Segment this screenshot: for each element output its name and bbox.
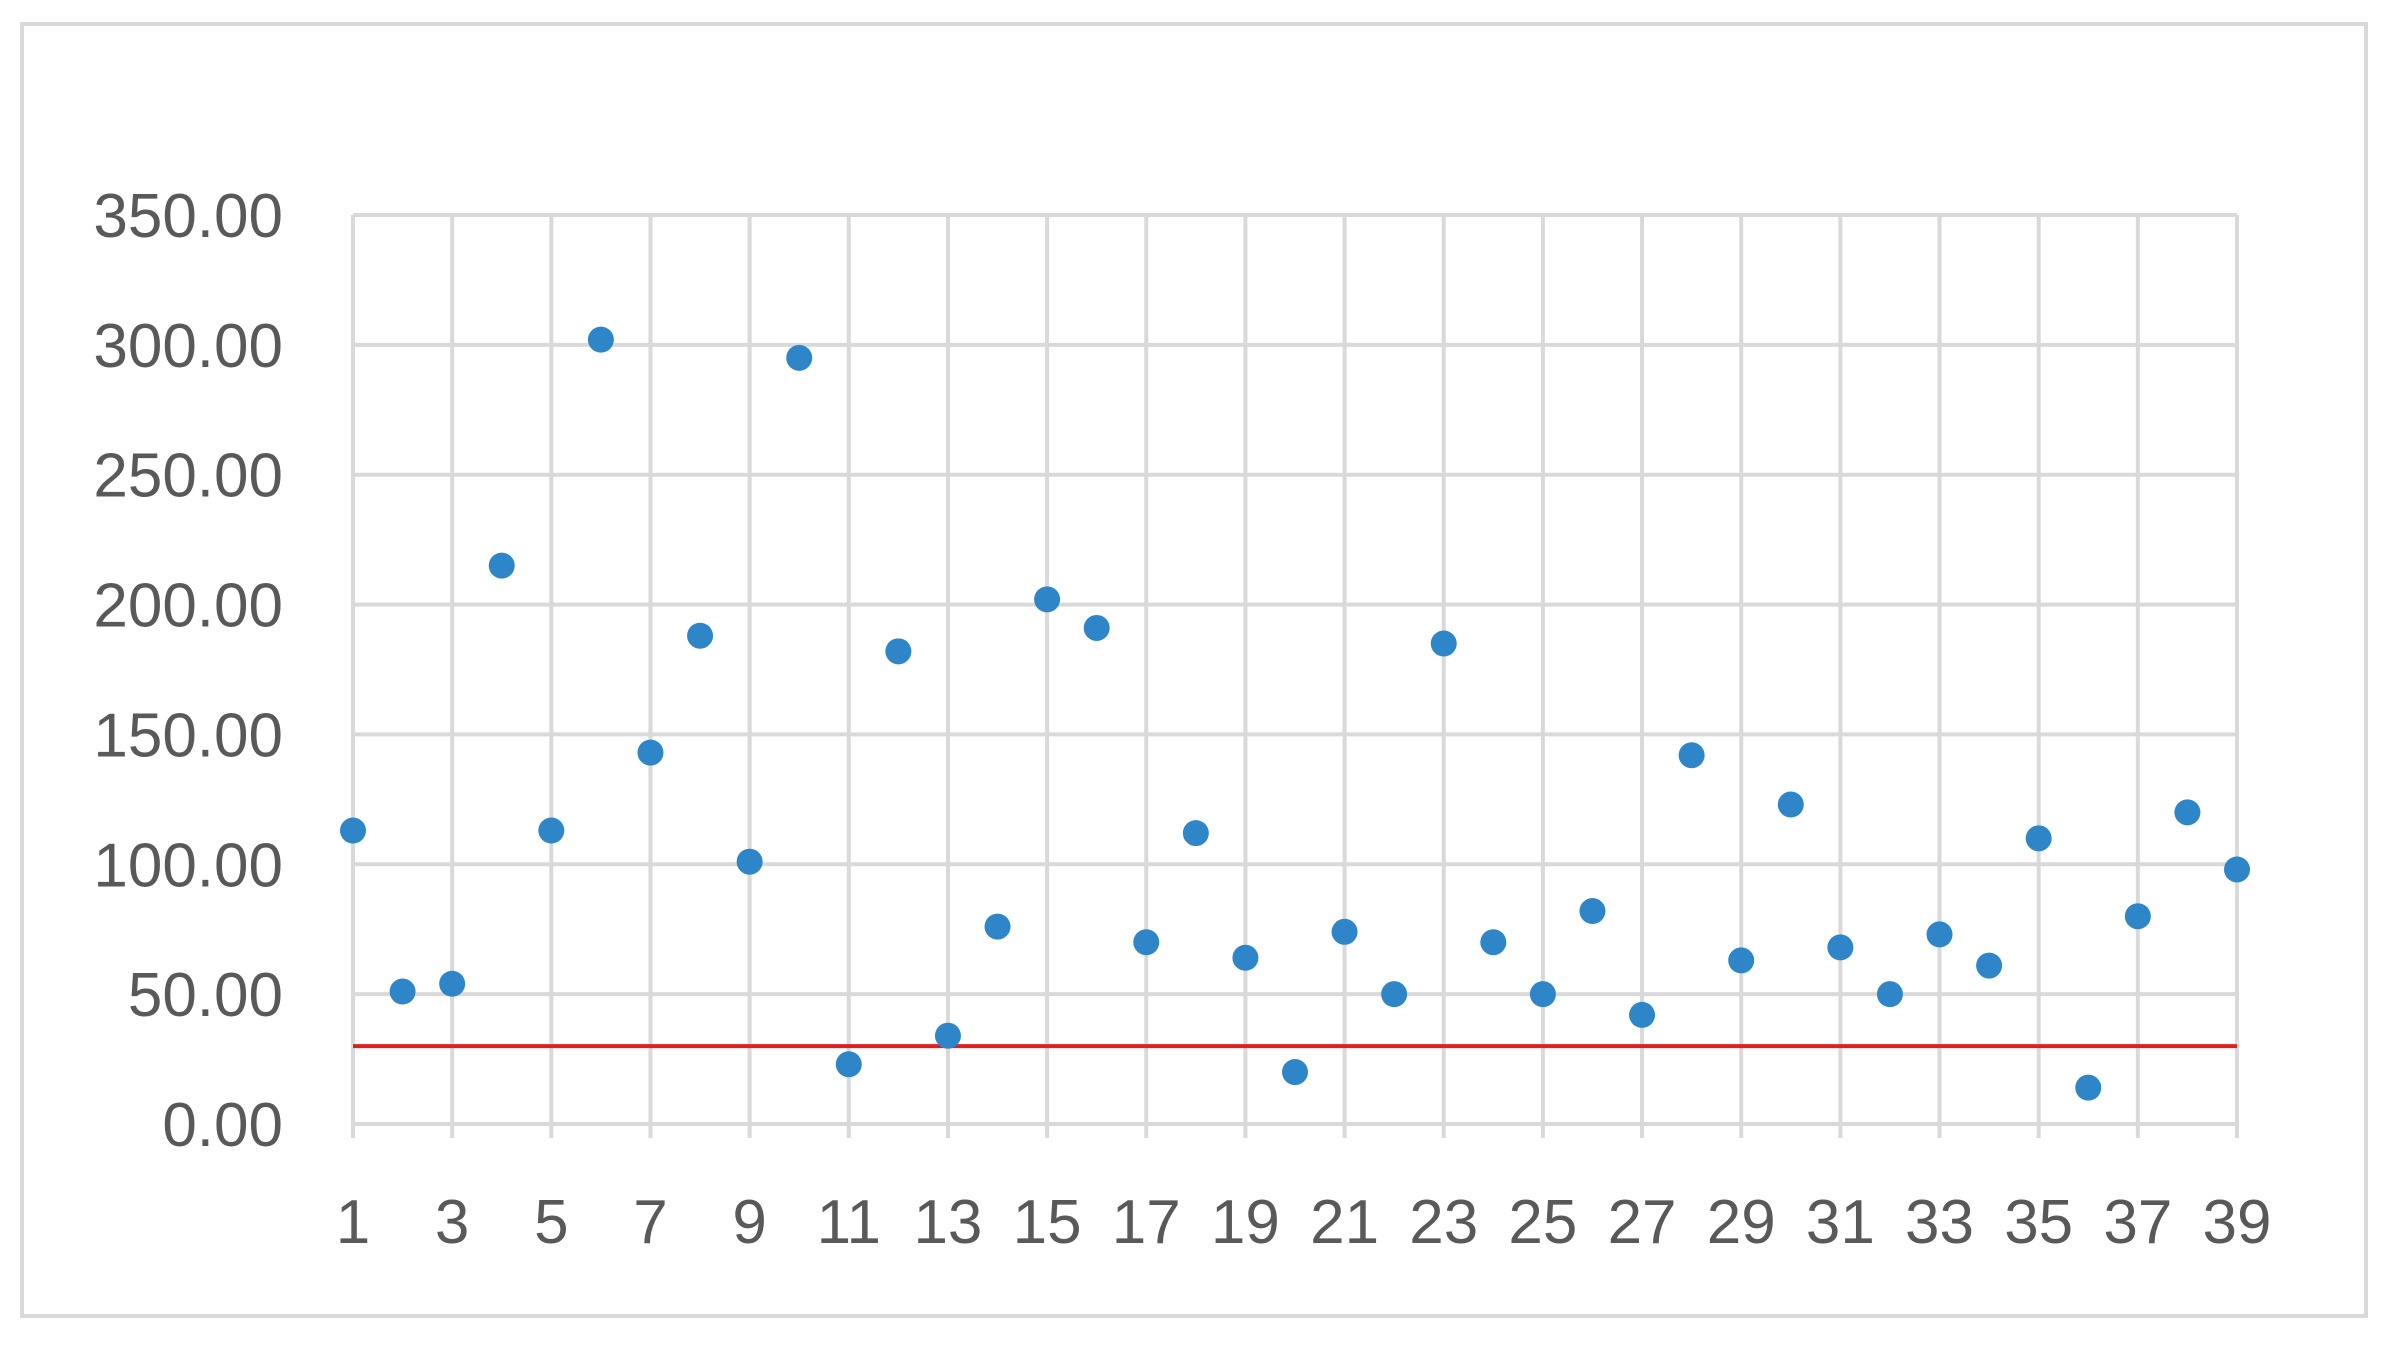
y-tick-label: 150.00: [93, 701, 283, 770]
data-point: [340, 817, 366, 844]
data-point: [1876, 981, 1903, 1008]
data-point: [1579, 898, 1606, 925]
x-tick-label: 7: [633, 1188, 667, 1257]
data-point: [687, 622, 714, 649]
data-point: [488, 552, 515, 579]
x-tick-label: 23: [1409, 1188, 1478, 1257]
data-point: [1529, 981, 1556, 1008]
data-point: [1976, 952, 2003, 979]
data-point: [2174, 799, 2201, 826]
x-tick-label: 1: [336, 1188, 370, 1257]
x-tick-label: 37: [2103, 1188, 2172, 1257]
x-tick-label: 17: [1112, 1188, 1181, 1257]
x-tick-label: 27: [1608, 1188, 1677, 1257]
y-tick-label: 50.00: [128, 961, 283, 1030]
x-tick-label: 19: [1211, 1188, 1280, 1257]
x-tick-label: 29: [1707, 1188, 1776, 1257]
x-tick-label: 21: [1310, 1188, 1379, 1257]
grid-lines: [353, 213, 2239, 1124]
data-point: [934, 1022, 961, 1049]
data-points: [340, 326, 2250, 1101]
x-tick-label: 3: [435, 1188, 469, 1257]
axes: [351, 215, 2239, 1138]
data-point: [1827, 934, 1854, 961]
data-point: [1133, 929, 1160, 956]
data-point: [1678, 742, 1705, 769]
data-point: [1232, 944, 1259, 971]
data-point: [1480, 929, 1507, 956]
chart-frame: [20, 22, 2368, 1318]
data-point: [1282, 1059, 1308, 1086]
y-tick-label: 0.00: [162, 1091, 283, 1160]
y-axis-tick-labels: 0.00 50.00 100.00 150.00 200.00 250.00 300.00 3…: [93, 182, 283, 1160]
data-point: [439, 970, 466, 997]
data-point: [885, 638, 912, 665]
data-point: [538, 817, 565, 844]
y-tick-label: 300.00: [93, 312, 283, 381]
data-point: [1728, 947, 1755, 974]
data-point: [1034, 586, 1061, 613]
x-tick-label: 13: [913, 1188, 982, 1257]
data-point: [1430, 630, 1457, 657]
data-point: [1926, 921, 1953, 948]
data-point: [2124, 903, 2151, 930]
data-point: [1629, 1001, 1656, 1028]
x-tick-label: 5: [534, 1188, 568, 1257]
y-tick-label: 200.00: [93, 572, 283, 641]
data-point: [1777, 791, 1804, 818]
data-point: [2224, 856, 2250, 883]
x-tick-label: 11: [817, 1188, 881, 1257]
y-tick-label: 100.00: [93, 831, 283, 900]
x-tick-label: 35: [2004, 1188, 2073, 1257]
data-point: [786, 344, 813, 371]
data-point: [835, 1051, 862, 1078]
data-point: [1083, 614, 1110, 641]
x-tick-label: 39: [2203, 1188, 2272, 1257]
data-point: [2075, 1074, 2102, 1101]
data-point: [389, 978, 416, 1005]
x-tick-label: 33: [1905, 1188, 1974, 1257]
x-tick-label: 31: [1806, 1188, 1875, 1257]
data-point: [1381, 981, 1408, 1008]
x-tick-label: 9: [732, 1188, 766, 1257]
data-point: [587, 326, 614, 353]
y-tick-label: 250.00: [93, 442, 283, 511]
x-tick-label: 25: [1508, 1188, 1577, 1257]
data-point: [1182, 820, 1209, 847]
y-tick-label: 350.00: [93, 182, 283, 251]
x-axis-tick-labels: 1 3 5 7 9 11 13 15 17 19 21 23 25 27 29 31 33 35 37 39: [336, 1188, 2272, 1257]
data-point: [736, 848, 763, 875]
data-point: [984, 913, 1011, 940]
data-point: [2025, 825, 2052, 852]
x-tick-label: 15: [1013, 1188, 1082, 1257]
data-point: [637, 739, 664, 766]
data-point: [1331, 918, 1358, 945]
